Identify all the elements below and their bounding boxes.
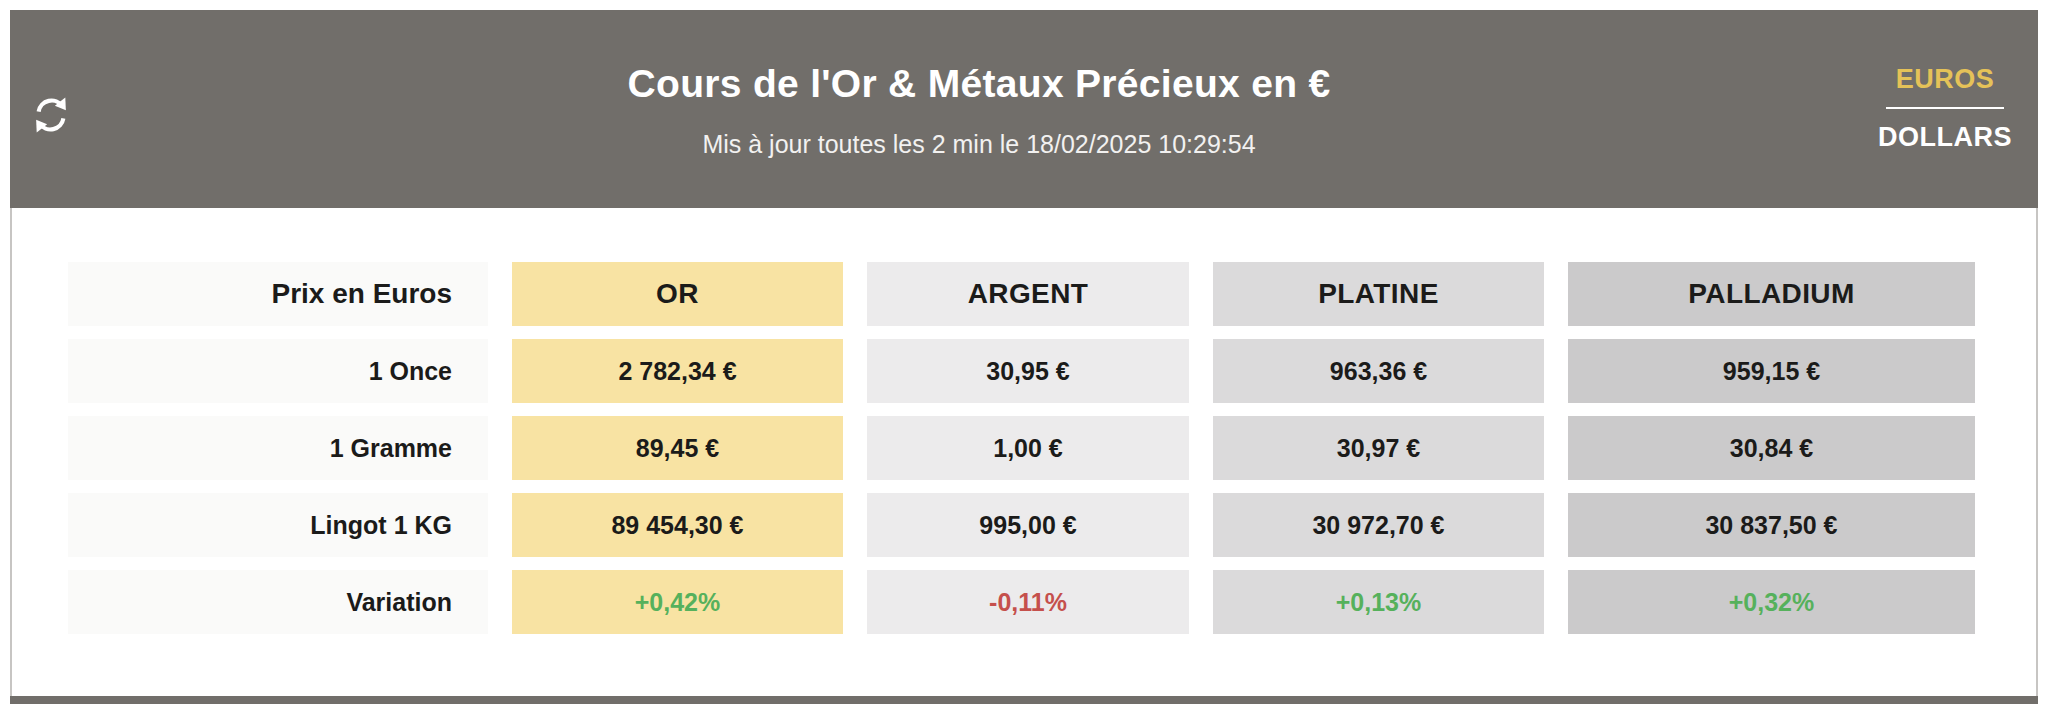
widget-header: Cours de l'Or & Métaux Précieux en € Mis… [10,10,2038,208]
currency-toggle-divider [1886,107,2004,109]
currency-option-dollars[interactable]: DOLLARS [1878,122,2012,153]
widget-bottom-border [10,696,2038,704]
price-cell-platine-gramme: 30,97 € [1213,416,1544,480]
widget-body: Prix en Euros OR ARGENT PLATINE PALLADIU… [10,208,2038,696]
refresh-icon [29,93,73,137]
variation-cell-argent: -0,11% [867,570,1189,634]
price-cell-platine-lingot: 30 972,70 € [1213,493,1544,557]
price-cell-palladium-once: 959,15 € [1568,339,1975,403]
prices-table: Prix en Euros OR ARGENT PLATINE PALLADIU… [68,262,1975,634]
header-titles: Cours de l'Or & Métaux Précieux en € Mis… [90,10,1868,208]
price-cell-platine-once: 963,36 € [1213,339,1544,403]
price-cell-argent-once: 30,95 € [867,339,1189,403]
currency-toggle: EUROS DOLLARS [1880,64,2010,153]
table-corner-label: Prix en Euros [68,262,488,326]
update-status: Mis à jour toutes les 2 min le 18/02/202… [90,130,1868,159]
variation-cell-palladium: +0,32% [1568,570,1975,634]
gold-price-widget: Cours de l'Or & Métaux Précieux en € Mis… [10,10,2038,704]
variation-cell-or: +0,42% [512,570,843,634]
price-cell-or-once: 2 782,34 € [512,339,843,403]
row-label-variation: Variation [68,570,488,634]
currency-option-euros[interactable]: EUROS [1896,64,1995,95]
column-header-or: OR [512,262,843,326]
price-cell-argent-gramme: 1,00 € [867,416,1189,480]
price-cell-argent-lingot: 995,00 € [867,493,1189,557]
refresh-button[interactable] [28,92,74,138]
price-cell-or-gramme: 89,45 € [512,416,843,480]
price-cell-palladium-lingot: 30 837,50 € [1568,493,1975,557]
row-label-lingot: Lingot 1 KG [68,493,488,557]
variation-cell-platine: +0,13% [1213,570,1544,634]
row-label-once: 1 Once [68,339,488,403]
column-header-palladium: PALLADIUM [1568,262,1975,326]
row-label-gramme: 1 Gramme [68,416,488,480]
column-header-argent: ARGENT [867,262,1189,326]
price-cell-or-lingot: 89 454,30 € [512,493,843,557]
page-title: Cours de l'Or & Métaux Précieux en € [90,62,1868,106]
price-cell-palladium-gramme: 30,84 € [1568,416,1975,480]
column-header-platine: PLATINE [1213,262,1544,326]
